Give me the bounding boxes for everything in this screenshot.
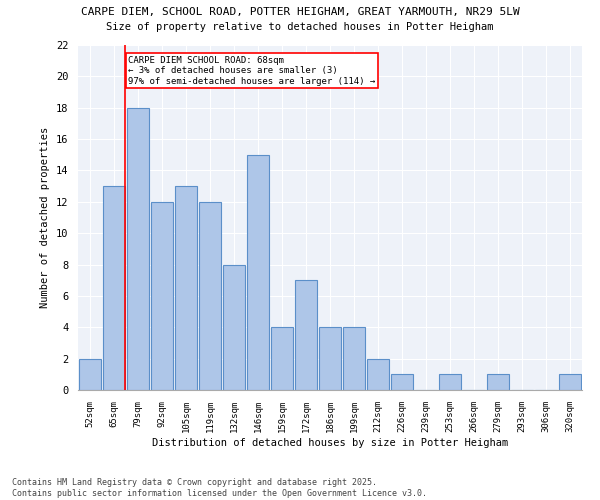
Bar <box>559 374 581 390</box>
Bar <box>151 202 173 390</box>
Bar <box>175 186 197 390</box>
Bar <box>127 108 149 390</box>
Text: Contains HM Land Registry data © Crown copyright and database right 2025.
Contai: Contains HM Land Registry data © Crown c… <box>12 478 427 498</box>
Text: CARPE DIEM SCHOOL ROAD: 68sqm
← 3% of detached houses are smaller (3)
97% of sem: CARPE DIEM SCHOOL ROAD: 68sqm ← 3% of de… <box>128 56 376 86</box>
Bar <box>367 358 389 390</box>
Y-axis label: Number of detached properties: Number of detached properties <box>40 127 50 308</box>
Bar <box>223 264 245 390</box>
X-axis label: Distribution of detached houses by size in Potter Heigham: Distribution of detached houses by size … <box>152 438 508 448</box>
Text: CARPE DIEM, SCHOOL ROAD, POTTER HEIGHAM, GREAT YARMOUTH, NR29 5LW: CARPE DIEM, SCHOOL ROAD, POTTER HEIGHAM,… <box>80 8 520 18</box>
Bar <box>103 186 125 390</box>
Bar <box>79 358 101 390</box>
Bar <box>343 328 365 390</box>
Text: Size of property relative to detached houses in Potter Heigham: Size of property relative to detached ho… <box>106 22 494 32</box>
Bar <box>199 202 221 390</box>
Bar <box>271 328 293 390</box>
Bar <box>295 280 317 390</box>
Bar <box>487 374 509 390</box>
Bar <box>319 328 341 390</box>
Bar <box>391 374 413 390</box>
Bar <box>247 155 269 390</box>
Bar <box>439 374 461 390</box>
